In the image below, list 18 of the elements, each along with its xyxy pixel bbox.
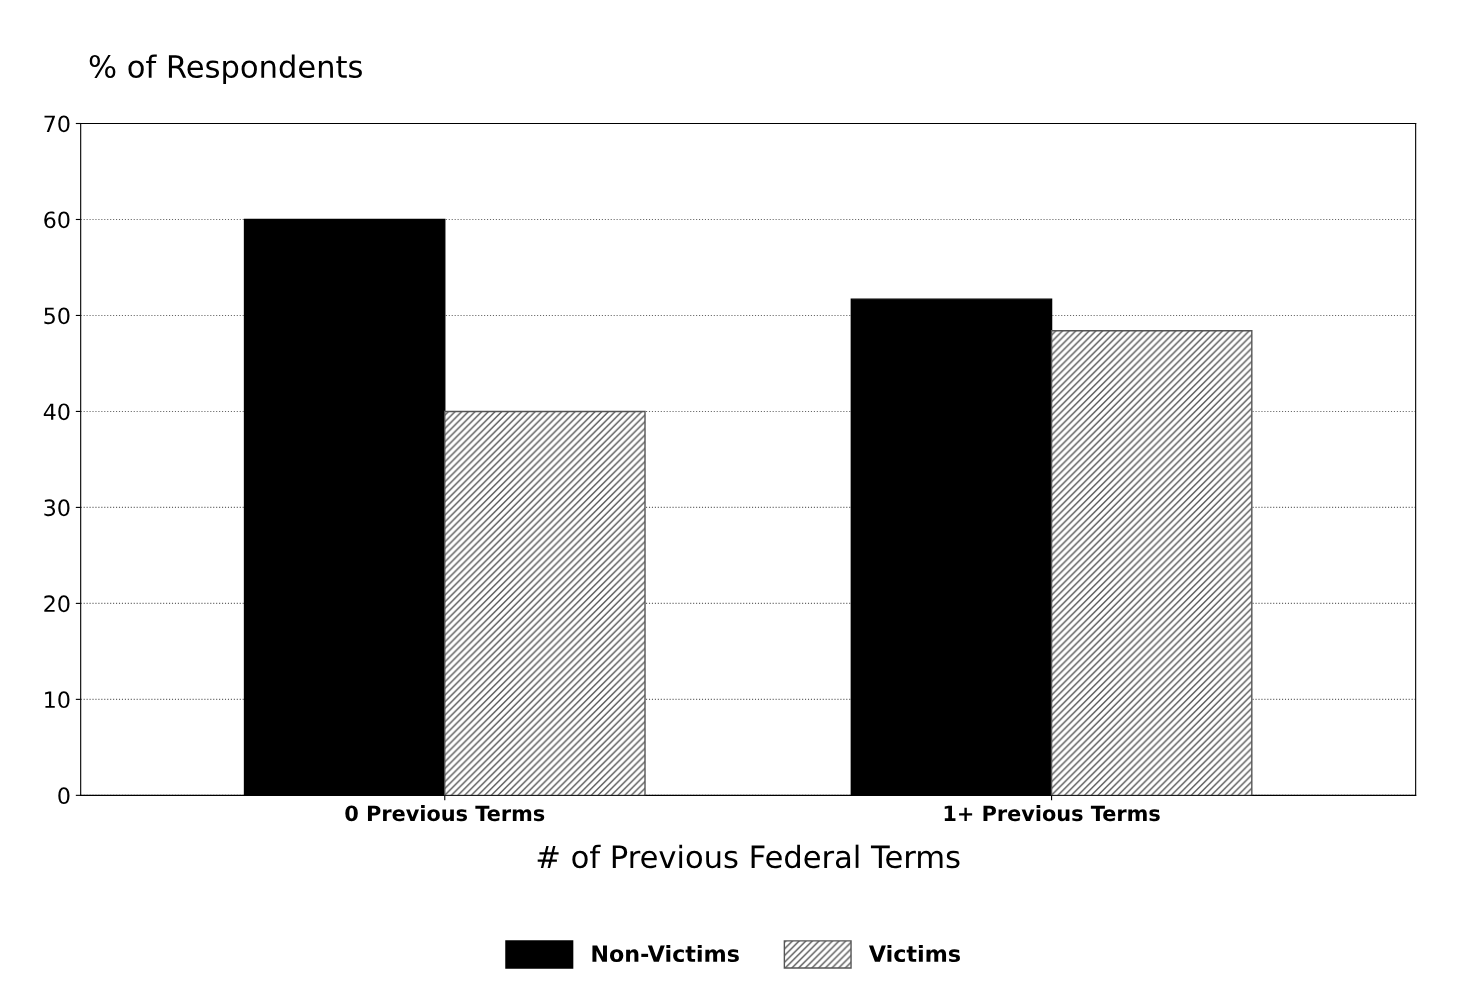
bar (850, 298, 1053, 796)
legend-label: Non-Victims (592, 944, 739, 963)
y-tick-label: 20 (44, 595, 70, 613)
y-tick-label: 50 (44, 307, 70, 325)
x-axis-title: # of Previous Federal Terms (537, 844, 960, 869)
bar (243, 218, 446, 796)
bar (444, 410, 646, 796)
y-tick-label: 0 (58, 787, 70, 805)
legend-label: Victims (868, 944, 960, 963)
y-tick-label: 60 (44, 211, 70, 229)
x-tick-label: 0 Previous Terms (345, 805, 545, 822)
y-tick-label: 70 (44, 115, 70, 133)
y-tick-label: 10 (45, 691, 70, 709)
bar (1050, 330, 1253, 796)
y-axis-title: % of Respondents (89, 54, 362, 84)
x-tick-label: 1+ Previous Terms (944, 805, 1160, 822)
y-tick-label: 30 (44, 499, 70, 517)
y-tick-label: 40 (43, 403, 70, 421)
